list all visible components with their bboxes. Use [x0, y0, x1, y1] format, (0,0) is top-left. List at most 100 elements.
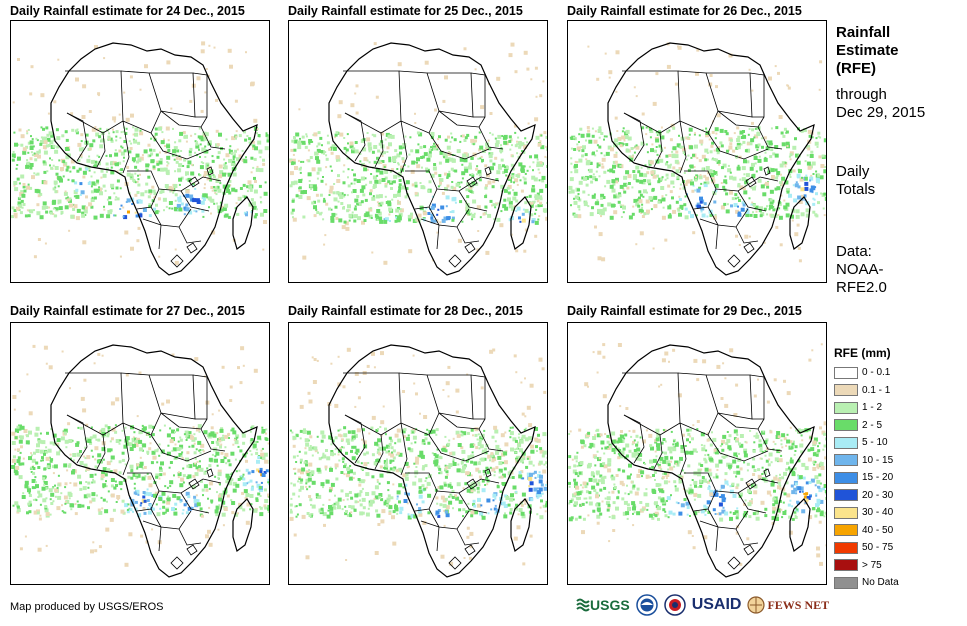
rain-cell — [351, 169, 354, 171]
rain-cell — [623, 175, 628, 180]
rain-cell — [264, 146, 269, 151]
rain-cell — [707, 169, 712, 173]
rain-cell — [173, 184, 178, 188]
rain-cell — [64, 511, 67, 514]
rain-cell — [519, 220, 522, 223]
rain-cell — [298, 139, 301, 142]
rain-cell — [193, 451, 197, 455]
rain-cell — [39, 514, 42, 517]
lake-outline — [484, 166, 492, 176]
rain-cell — [521, 150, 523, 153]
rain-cell — [446, 176, 449, 179]
rain-cell — [314, 449, 318, 453]
rain-cell — [231, 187, 236, 192]
rain-cell — [753, 214, 758, 218]
rain-cell — [408, 218, 412, 222]
rain-cell — [291, 208, 295, 212]
rain-cell — [613, 483, 616, 486]
rain-cell — [312, 380, 317, 384]
rain-cell — [190, 435, 195, 440]
rain-cell — [109, 517, 114, 522]
rain-cell — [310, 503, 312, 506]
rain-cell — [177, 196, 182, 201]
country-border — [715, 224, 719, 250]
rain-cell — [136, 239, 140, 243]
rain-cell — [34, 158, 38, 162]
rain-cell — [498, 164, 502, 167]
rain-cell — [769, 155, 773, 159]
rain-cell — [719, 128, 724, 133]
rain-cell — [823, 169, 826, 174]
rain-cell — [115, 186, 119, 190]
rain-cell — [220, 443, 223, 446]
rain-cell — [451, 216, 455, 220]
rain-cell — [405, 187, 409, 191]
rain-cell — [744, 149, 748, 153]
rain-cell — [491, 133, 494, 136]
rain-cell — [577, 205, 581, 209]
rain-cell — [416, 164, 421, 169]
rain-cell — [510, 163, 514, 167]
rain-cell — [333, 197, 338, 202]
rain-cell — [697, 468, 702, 473]
rain-cell — [200, 109, 204, 113]
rain-cell — [74, 503, 77, 506]
rain-cell — [592, 475, 595, 478]
rain-cell — [110, 493, 115, 498]
rain-cell — [737, 205, 739, 208]
rain-cell — [19, 435, 24, 440]
rain-cell — [433, 163, 437, 166]
rain-cell — [469, 173, 472, 176]
rain-cell — [480, 155, 483, 158]
rain-cell — [45, 126, 49, 130]
rain-cell — [337, 114, 342, 119]
rain-cell — [460, 135, 463, 138]
rain-cell — [65, 168, 69, 172]
rain-cell — [28, 494, 32, 497]
rain-cell — [16, 177, 20, 181]
rain-cell — [416, 131, 420, 135]
rain-cell — [584, 153, 588, 157]
rain-cell — [261, 447, 264, 450]
rain-cell — [537, 218, 540, 221]
rain-cell — [539, 197, 543, 201]
rain-cell — [402, 390, 405, 393]
rain-cell — [111, 427, 116, 432]
rain-cell — [390, 134, 395, 139]
rain-cell — [220, 451, 224, 455]
rain-cell — [94, 160, 98, 164]
rain-cell — [126, 508, 129, 511]
rain-cell — [463, 557, 466, 559]
rain-cell — [199, 143, 202, 146]
rain-cell — [329, 185, 334, 190]
rain-cell — [425, 477, 428, 480]
rain-cell — [455, 410, 459, 414]
rain-cell — [596, 77, 600, 81]
rain-cell — [335, 155, 340, 160]
rain-cell — [424, 437, 428, 441]
rain-cell — [515, 199, 519, 203]
rain-cell — [223, 163, 227, 167]
rain-cell — [343, 164, 346, 167]
rain-cell — [741, 166, 746, 171]
rain-cell — [798, 169, 802, 174]
rain-cell — [665, 473, 670, 477]
rain-cell — [98, 430, 101, 433]
rain-cell — [388, 442, 392, 446]
rain-cell — [160, 140, 165, 145]
rain-cell — [518, 448, 523, 453]
rain-cell — [373, 42, 377, 46]
rain-cell — [45, 144, 49, 148]
rain-cell — [508, 429, 511, 432]
rain-cell — [815, 214, 819, 218]
rain-cell — [545, 184, 547, 189]
rain-cell — [386, 465, 389, 468]
rain-cell — [216, 464, 219, 467]
rain-cell — [26, 161, 31, 166]
rain-cell — [185, 457, 189, 462]
rain-cell — [463, 158, 468, 163]
rain-cell — [667, 164, 672, 169]
rain-cell — [267, 493, 269, 498]
rain-cell — [18, 182, 21, 185]
rain-cell — [307, 172, 312, 177]
